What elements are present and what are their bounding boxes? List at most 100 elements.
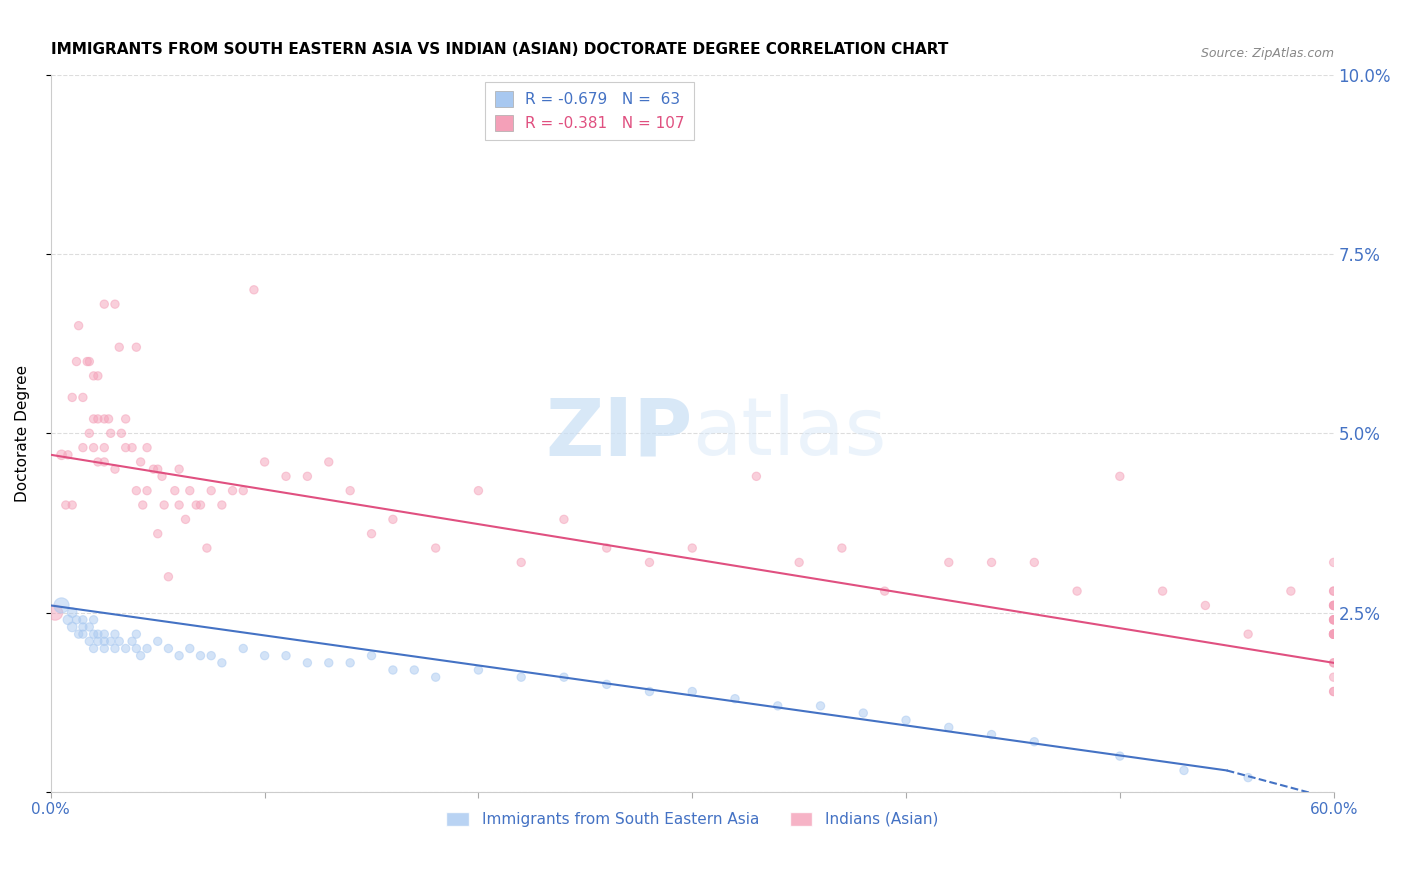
Point: [232, 641, 254, 656]
Text: ZIP: ZIP: [546, 394, 692, 472]
Point: [72, 391, 94, 405]
Point: [1323, 613, 1346, 627]
Point: [83, 627, 105, 641]
Point: [167, 648, 190, 663]
Point: [200, 483, 222, 498]
Point: [72, 620, 94, 634]
Point: [51, 599, 73, 613]
Point: [381, 663, 404, 677]
Point: [318, 455, 340, 469]
Point: [638, 555, 661, 569]
Point: [125, 340, 148, 354]
Point: [1108, 469, 1130, 483]
Point: [596, 541, 619, 555]
Point: [1323, 656, 1346, 670]
Point: [121, 441, 143, 455]
Point: [1323, 613, 1346, 627]
Point: [114, 441, 136, 455]
Point: [1323, 627, 1346, 641]
Point: [638, 684, 661, 698]
Point: [146, 462, 169, 476]
Point: [121, 634, 143, 648]
Point: [1323, 627, 1346, 641]
Point: [56, 448, 79, 462]
Point: [553, 512, 575, 526]
Point: [681, 684, 703, 698]
Point: [297, 656, 319, 670]
Text: Source: ZipAtlas.com: Source: ZipAtlas.com: [1201, 47, 1334, 61]
Point: [404, 663, 426, 677]
Point: [186, 498, 208, 512]
Point: [425, 541, 447, 555]
Point: [83, 412, 105, 426]
Point: [253, 455, 276, 469]
Point: [339, 483, 361, 498]
Point: [232, 483, 254, 498]
Point: [114, 641, 136, 656]
Point: [1323, 627, 1346, 641]
Point: [129, 455, 152, 469]
Point: [221, 483, 243, 498]
Point: [167, 462, 190, 476]
Point: [87, 455, 110, 469]
Point: [831, 541, 853, 555]
Point: [1152, 584, 1174, 599]
Point: [339, 656, 361, 670]
Point: [67, 627, 90, 641]
Point: [93, 297, 115, 311]
Point: [724, 691, 747, 706]
Point: [93, 412, 115, 426]
Point: [93, 627, 115, 641]
Point: [60, 391, 83, 405]
Point: [108, 634, 131, 648]
Point: [100, 634, 122, 648]
Point: [87, 634, 110, 648]
Point: [1323, 627, 1346, 641]
Point: [167, 498, 190, 512]
Point: [1194, 599, 1216, 613]
Point: [146, 634, 169, 648]
Y-axis label: Doctorate Degree: Doctorate Degree: [15, 365, 30, 502]
Point: [87, 412, 110, 426]
Point: [980, 728, 1002, 742]
Point: [93, 641, 115, 656]
Point: [1323, 599, 1346, 613]
Point: [467, 483, 489, 498]
Point: [810, 698, 832, 713]
Point: [136, 441, 159, 455]
Point: [93, 455, 115, 469]
Point: [1323, 656, 1346, 670]
Point: [179, 641, 201, 656]
Point: [83, 441, 105, 455]
Point: [72, 441, 94, 455]
Point: [136, 641, 159, 656]
Point: [1173, 764, 1195, 778]
Point: [87, 368, 110, 383]
Point: [190, 498, 212, 512]
Point: [1323, 627, 1346, 641]
Point: [553, 670, 575, 684]
Point: [1323, 613, 1346, 627]
Point: [129, 648, 152, 663]
Point: [104, 462, 127, 476]
Point: [1323, 627, 1346, 641]
Point: [157, 570, 180, 584]
Point: [211, 498, 233, 512]
Point: [1237, 771, 1260, 785]
Point: [938, 720, 960, 734]
Point: [97, 412, 120, 426]
Point: [65, 613, 87, 627]
Point: [114, 412, 136, 426]
Point: [1237, 627, 1260, 641]
Point: [297, 469, 319, 483]
Point: [79, 426, 101, 441]
Point: [1323, 613, 1346, 627]
Point: [79, 620, 101, 634]
Point: [1323, 599, 1346, 613]
Point: [56, 613, 79, 627]
Point: [381, 512, 404, 526]
Point: [83, 368, 105, 383]
Point: [1108, 749, 1130, 764]
Point: [425, 670, 447, 684]
Text: atlas: atlas: [692, 394, 887, 472]
